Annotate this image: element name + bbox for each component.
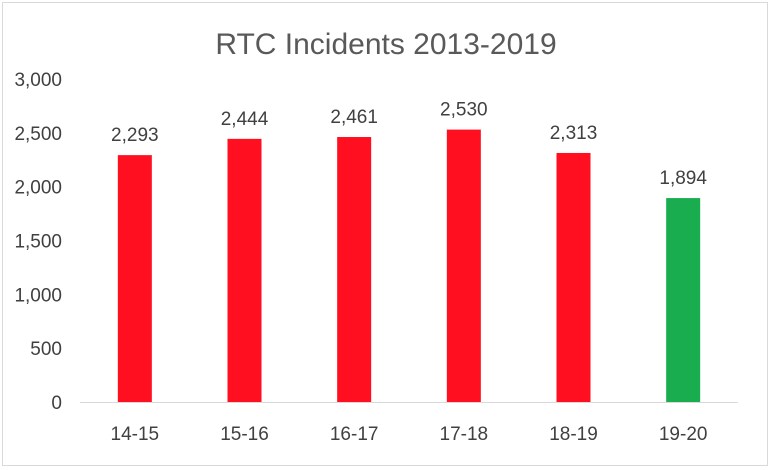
x-tick-label: 15-16 — [220, 424, 269, 445]
y-tick-label: 1,500 — [14, 232, 62, 253]
bar-14-15 — [117, 155, 152, 402]
data-labels: 2,293 2,444 2,461 2,530 2,313 1,894 — [111, 100, 707, 189]
bar-19-20 — [666, 198, 701, 402]
bars — [117, 129, 701, 402]
x-axis: 14-15 15-16 16-17 17-18 18-19 19-20 — [111, 424, 708, 445]
bar-16-17 — [337, 137, 372, 402]
y-tick-label: 1,000 — [14, 285, 62, 306]
x-tick-label: 17-18 — [440, 424, 489, 445]
data-label: 2,530 — [440, 100, 488, 121]
chart-title: RTC Incidents 2013-2019 — [215, 28, 556, 61]
y-axis: 0 500 1,000 1,500 2,000 2,500 3,000 — [14, 70, 62, 414]
bar-15-16 — [227, 138, 262, 402]
x-tick-label: 18-19 — [549, 424, 598, 445]
bar-17-18 — [446, 129, 481, 402]
y-tick-label: 2,000 — [14, 178, 62, 199]
data-label: 2,461 — [330, 107, 378, 128]
y-tick-label: 2,500 — [14, 124, 62, 145]
y-tick-label: 500 — [30, 339, 62, 360]
data-label: 2,293 — [111, 125, 159, 146]
y-tick-label: 0 — [51, 393, 62, 414]
data-label: 2,313 — [550, 123, 598, 144]
bar-18-19 — [556, 152, 591, 402]
data-label: 2,444 — [221, 109, 269, 130]
data-label: 1,894 — [659, 168, 707, 189]
x-tick-label: 14-15 — [111, 424, 160, 445]
x-tick-label: 19-20 — [659, 424, 708, 445]
y-tick-label: 3,000 — [14, 70, 62, 91]
x-tick-label: 16-17 — [330, 424, 379, 445]
